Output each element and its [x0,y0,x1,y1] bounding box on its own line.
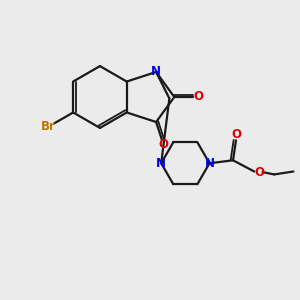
Text: O: O [254,166,264,178]
Text: N: N [156,157,166,170]
Text: N: N [151,65,161,79]
Text: N: N [205,157,214,170]
Text: O: O [232,128,242,141]
Text: O: O [194,91,203,103]
Text: Br: Br [41,120,56,133]
Text: O: O [159,139,169,152]
